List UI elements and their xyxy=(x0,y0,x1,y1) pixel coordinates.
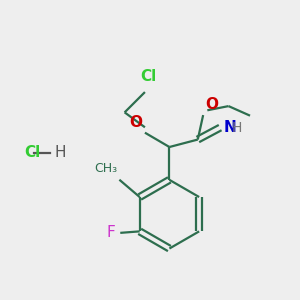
Text: H: H xyxy=(232,121,242,135)
Text: Cl: Cl xyxy=(25,146,41,160)
Text: CH₃: CH₃ xyxy=(95,162,118,175)
Text: F: F xyxy=(106,225,115,240)
Text: Cl: Cl xyxy=(140,69,156,84)
Text: O: O xyxy=(205,97,218,112)
Text: N: N xyxy=(224,119,236,134)
Text: H: H xyxy=(54,146,66,160)
Text: O: O xyxy=(130,115,142,130)
